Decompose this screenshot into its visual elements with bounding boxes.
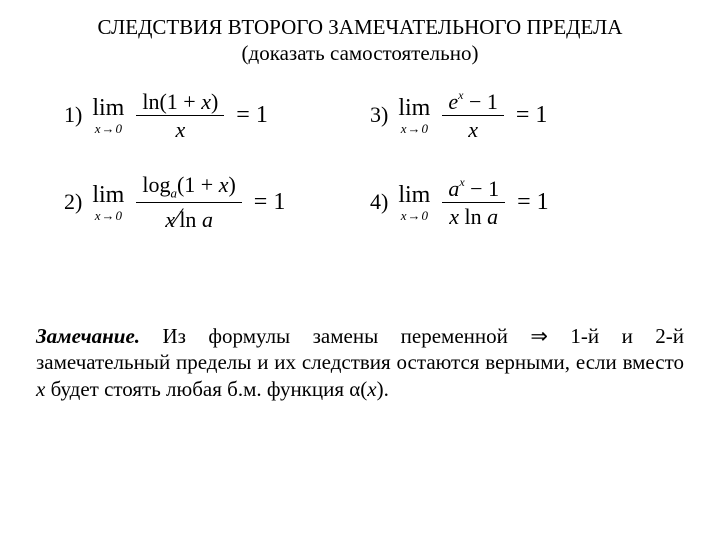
minus-one: − 1: [463, 89, 497, 114]
numerator: loga(1 + x): [136, 172, 241, 201]
fn-ln: ln: [142, 89, 159, 114]
fraction-bar: [442, 115, 504, 116]
den-a: a: [487, 204, 498, 229]
alpha: α: [349, 377, 360, 401]
base-e: e: [448, 89, 458, 114]
exp-x: x: [459, 175, 464, 189]
numerator: ex − 1: [442, 89, 504, 114]
equals: = 1: [517, 189, 549, 216]
formula-grid: 1) lim x→0 ln(1 + x) x = 1 3) lim x→0 ex…: [36, 89, 684, 234]
lim-sub: x→0: [95, 209, 122, 222]
fn-ln: ln: [179, 207, 202, 232]
den-a: a: [202, 207, 213, 232]
arg-pre: (1 +: [177, 172, 219, 197]
formula-2-label: 2): [64, 189, 82, 215]
fraction-bar: [136, 115, 224, 116]
limit-block: lim x→0: [92, 183, 124, 222]
arrow-icon: →: [406, 208, 421, 223]
formula-3-label: 3): [370, 102, 388, 128]
limit-block: lim x→0: [92, 96, 124, 135]
fn-ln: ln: [459, 204, 487, 229]
lim-to: 0: [115, 208, 122, 223]
exp-x: x: [458, 88, 463, 102]
lim-sub: x→0: [95, 122, 122, 135]
paren-close: ).: [377, 377, 389, 401]
remark-text-1: Из формулы замены переменной: [140, 324, 530, 348]
remark-paragraph: Замечание. Из формулы замены переменной …: [36, 323, 684, 402]
numerator: ax − 1: [442, 176, 505, 201]
var-x: x: [367, 377, 376, 401]
equals: = 1: [516, 102, 548, 129]
fraction: ex − 1 x: [442, 89, 504, 142]
minus-one: − 1: [465, 176, 499, 201]
den-x: x: [165, 207, 175, 232]
fraction-bar: [136, 202, 241, 203]
lim-to: 0: [115, 121, 122, 136]
denominator: x⁄ln a: [159, 204, 219, 233]
fraction: ax − 1 x ln a: [442, 176, 505, 229]
lim-sub: x→0: [401, 122, 428, 135]
formula-2: 2) lim x→0 loga(1 + x) x⁄ln a = 1: [64, 172, 350, 233]
lim-to: 0: [421, 121, 428, 136]
lim-word: lim: [92, 96, 124, 120]
lim-word: lim: [92, 183, 124, 207]
arg-post: ): [211, 89, 218, 114]
lim-to: 0: [421, 208, 428, 223]
arg-pre: (1 +: [159, 89, 201, 114]
arg-post: ): [228, 172, 235, 197]
arrow-icon: →: [100, 208, 115, 223]
fn-log: log: [142, 172, 170, 197]
remark-lead: Замечание.: [36, 324, 140, 348]
page-title: СЛЕДСТВИЯ ВТОРОГО ЗАМЕЧАТЕЛЬНОГО ПРЕДЕЛА…: [36, 14, 684, 67]
arrow-icon: →: [100, 121, 115, 136]
formula-3: 3) lim x→0 ex − 1 x = 1: [370, 89, 656, 142]
lim-word: lim: [398, 96, 430, 120]
equals: = 1: [236, 102, 268, 129]
equals: = 1: [254, 189, 286, 216]
formula-4-label: 4): [370, 189, 388, 215]
fraction-bar: [442, 202, 505, 203]
remark-text-3: будет стоять любая б.м. функция: [45, 377, 349, 401]
formula-1: 1) lim x→0 ln(1 + x) x = 1: [64, 89, 350, 142]
lim-sub: x→0: [401, 209, 428, 222]
denominator: x ln a: [443, 204, 504, 229]
implies-icon: ⇒: [530, 324, 548, 348]
title-line2: (доказать самостоятельно): [242, 41, 479, 65]
limit-block: lim x→0: [398, 96, 430, 135]
limit-block: lim x→0: [398, 183, 430, 222]
numerator: ln(1 + x): [136, 89, 224, 114]
lim-word: lim: [398, 183, 430, 207]
den-x: x: [449, 204, 459, 229]
page: СЛЕДСТВИЯ ВТОРОГО ЗАМЕЧАТЕЛЬНОГО ПРЕДЕЛА…: [0, 0, 720, 402]
arrow-icon: →: [406, 121, 421, 136]
formula-1-label: 1): [64, 102, 82, 128]
formula-4: 4) lim x→0 ax − 1 x ln a = 1: [370, 172, 656, 233]
slash: ⁄: [175, 203, 179, 232]
var-x: x: [36, 377, 45, 401]
denominator: x: [169, 117, 191, 142]
arg-var: x: [219, 172, 229, 197]
fraction: loga(1 + x) x⁄ln a: [136, 172, 241, 233]
title-line1: СЛЕДСТВИЯ ВТОРОГО ЗАМЕЧАТЕЛЬНОГО ПРЕДЕЛА: [98, 15, 623, 39]
denominator: x: [462, 117, 484, 142]
arg-var: x: [201, 89, 211, 114]
base-a: a: [448, 176, 459, 201]
fraction: ln(1 + x) x: [136, 89, 224, 142]
